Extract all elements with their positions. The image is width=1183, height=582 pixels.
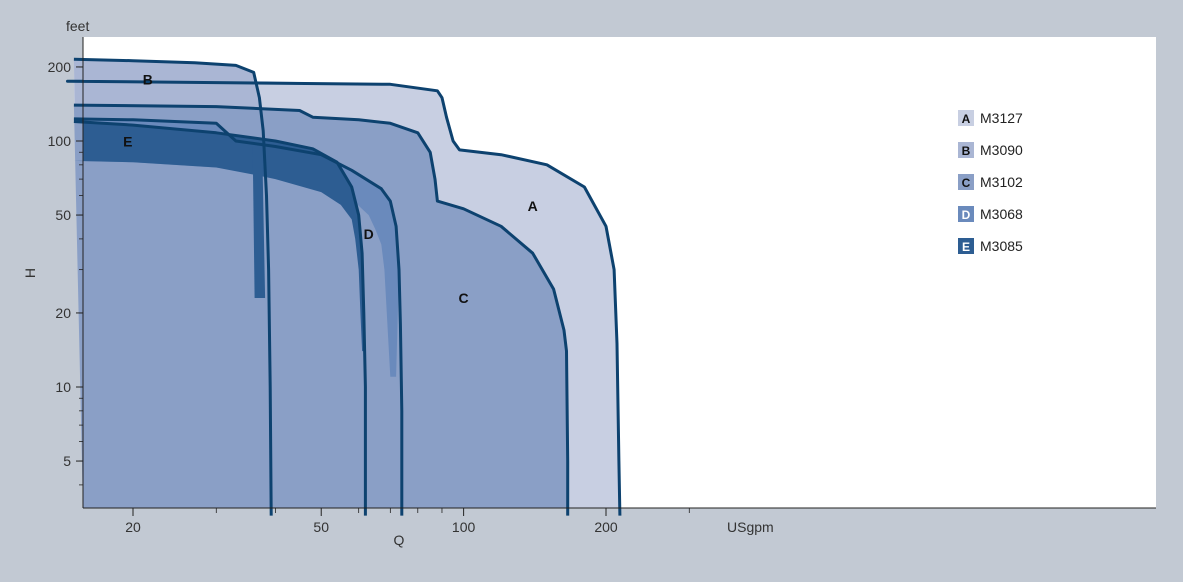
x-unit-label: USgpm: [727, 519, 774, 535]
area-e-band: [73, 121, 364, 352]
curve-d: [73, 117, 404, 516]
region-label-b: B: [143, 71, 153, 87]
legend-name: M3085: [980, 238, 1023, 254]
region-label-e: E: [123, 133, 132, 149]
legend-item-c: C M3102: [958, 174, 1023, 190]
legend-letter: A: [962, 112, 971, 126]
legend-item-b: B M3090: [958, 142, 1023, 158]
region-label-c: C: [459, 290, 469, 306]
curve-a: [66, 79, 622, 516]
region-label-d: D: [364, 226, 374, 242]
fills-layer: [73, 59, 620, 516]
region-labels: A B C D E: [123, 71, 538, 305]
legend-name: M3090: [980, 142, 1023, 158]
y-tick-label: 10: [55, 379, 71, 395]
y-tick-label: 200: [48, 59, 72, 75]
x-tick-label: 20: [125, 519, 141, 535]
legend: A M3127 B M3090 C M3102 D M3068 E M3085: [958, 110, 1023, 254]
legend-swatch: [958, 174, 974, 190]
y-unit-label: feet: [66, 18, 89, 34]
x-tick-label: 100: [452, 519, 476, 535]
y-tick-label: 20: [55, 305, 71, 321]
outlines-layer: [66, 57, 622, 516]
legend-item-a: A M3127: [958, 110, 1023, 126]
legend-item-d: D M3068: [958, 206, 1023, 222]
x-tick-label: 50: [313, 519, 329, 535]
legend-name: M3068: [980, 206, 1023, 222]
curve-b: [73, 57, 273, 516]
region-label-a: A: [528, 198, 538, 214]
legend-swatch: [958, 110, 974, 126]
y-tick-label: 50: [55, 207, 71, 223]
legend-name: M3102: [980, 174, 1023, 190]
curve-c: [73, 103, 570, 516]
area-c: [73, 105, 568, 516]
legend-swatch: [958, 142, 974, 158]
y-axis-title: H: [22, 268, 38, 278]
legend-letter: B: [962, 144, 971, 158]
ticks-layer: 5 10 20 50 100 200 20 50 100 200: [48, 59, 690, 535]
legend-letter: E: [962, 240, 970, 254]
x-tick-label: 200: [594, 519, 618, 535]
x-axis-title: Q: [394, 532, 405, 548]
y-tick-label: 5: [63, 453, 71, 469]
axes-layer: [82, 37, 1156, 509]
area-e-notch: [252, 141, 266, 298]
legend-letter: D: [962, 208, 971, 222]
legend-swatch: [958, 206, 974, 222]
curve-e: [73, 120, 367, 516]
legend-letter: C: [962, 176, 971, 190]
legend-name: M3127: [980, 110, 1023, 126]
y-tick-label: 100: [48, 133, 72, 149]
legend-swatch: [958, 238, 974, 254]
legend-item-e: E M3085: [958, 238, 1023, 254]
